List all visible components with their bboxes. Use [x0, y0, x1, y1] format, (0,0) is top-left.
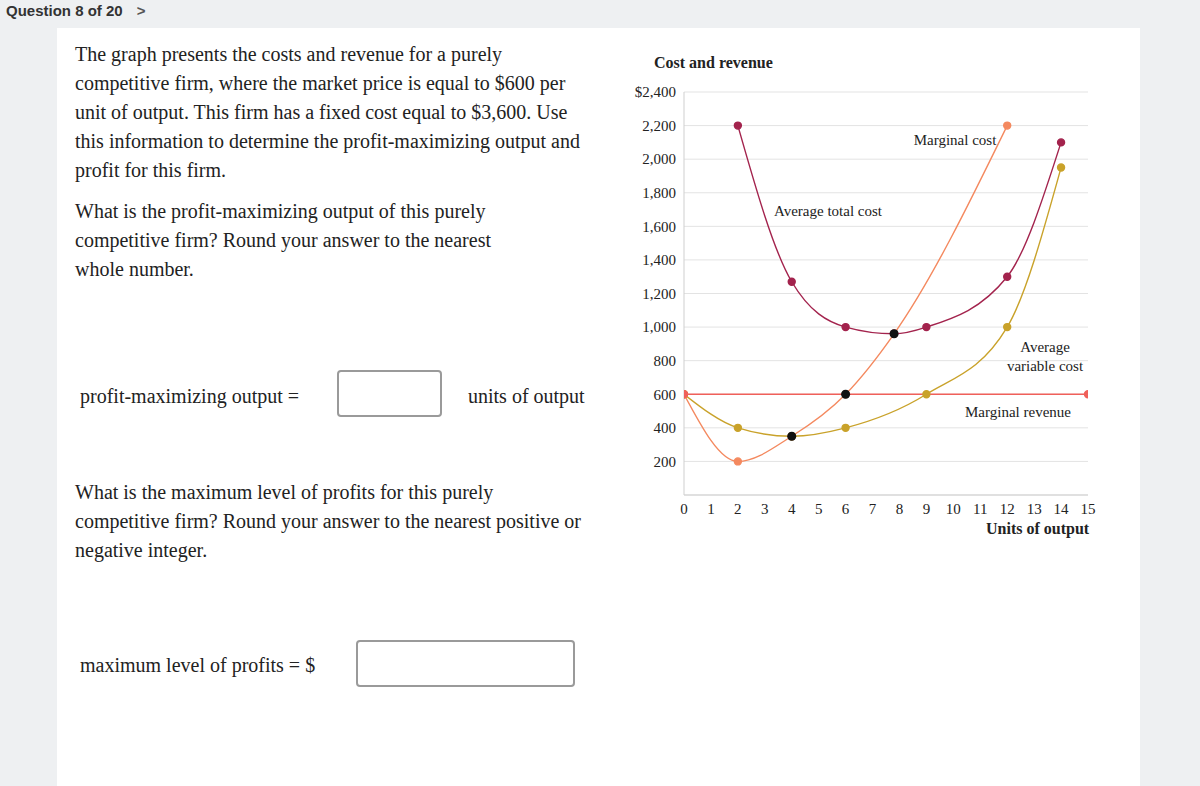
svg-text:9: 9 [923, 501, 931, 517]
svg-text:1,000: 1,000 [642, 319, 676, 335]
svg-text:2,000: 2,000 [642, 151, 676, 167]
svg-text:10: 10 [946, 501, 961, 517]
svg-text:13: 13 [1027, 501, 1042, 517]
html-text:units of output: units of output [468, 385, 585, 407]
svg-text:400: 400 [654, 420, 677, 436]
html-text:Cost and revenue: Cost and revenue [654, 54, 773, 71]
svg-text:3: 3 [761, 501, 769, 517]
html-text:What is the maximum level of p: What is the maximum level of profits for… [75, 481, 581, 561]
svg-text:600: 600 [654, 387, 677, 403]
html-text:Units of output: Units of output [986, 520, 1090, 537]
html-text:Marginal revenue: Marginal revenue [965, 404, 1071, 420]
svg-text:$2,400: $2,400 [635, 84, 676, 100]
svg-text:800: 800 [654, 353, 677, 369]
html-text:What is the profit-maximizing: What is the profit-maximizing output of … [75, 200, 491, 280]
html-text:maximum level of profits = $: maximum level of profits = $ [80, 654, 316, 676]
svg-text:1,800: 1,800 [642, 185, 676, 201]
html-text:Average: Average [1020, 339, 1070, 355]
html-text:Marginal cost: Marginal cost [913, 132, 997, 148]
svg-text:0: 0 [680, 501, 688, 517]
svg-text:1,400: 1,400 [642, 252, 676, 268]
svg-text:14: 14 [1054, 501, 1070, 517]
html-text:Average total cost: Average total cost [774, 203, 882, 219]
html-text:Question 8 of 20: Question 8 of 20 [6, 2, 123, 19]
svg-text:200: 200 [654, 454, 677, 470]
html-text:The graph presents the costs a: The graph presents the costs and revenue… [75, 43, 580, 181]
svg-text:8: 8 [896, 501, 904, 517]
svg-text:4: 4 [788, 501, 796, 517]
html-text:variable cost: variable cost [1006, 358, 1084, 374]
svg-text:2,200: 2,200 [642, 118, 676, 134]
html-text:profit-maximizing output =: profit-maximizing output = [80, 385, 299, 407]
svg-text:6: 6 [842, 501, 850, 517]
svg-text:12: 12 [1000, 501, 1015, 517]
svg-text:1: 1 [707, 501, 715, 517]
svg-text:5: 5 [815, 501, 823, 517]
svg-text:11: 11 [973, 501, 987, 517]
svg-text:1,600: 1,600 [642, 219, 676, 235]
svg-text:1,200: 1,200 [642, 286, 676, 302]
svg-text:7: 7 [869, 501, 877, 517]
svg-text:15: 15 [1081, 501, 1096, 517]
svg-text:2: 2 [734, 501, 742, 517]
